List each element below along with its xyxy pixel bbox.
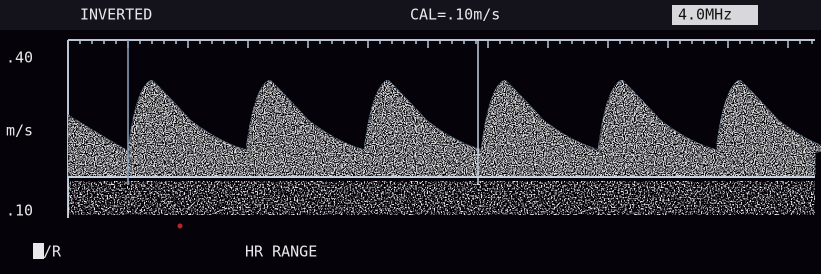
scale-unit: m/s [6,122,33,140]
frequency-label: 4.0MHz [678,6,732,24]
calibration-label: CAL=.10m/s [410,6,500,24]
noise-band [68,181,815,215]
footer-left: L/R [34,243,62,261]
page: INVERTED CAL=.10m/s 4.0MHz .40 m/s .10 L… [0,0,821,274]
doppler-screen: INVERTED CAL=.10m/s 4.0MHz .40 m/s .10 L… [0,0,821,274]
scale-top: .40 [6,49,33,67]
mode-label: INVERTED [80,6,152,24]
red-dot [178,224,183,229]
footer-center: HR RANGE [245,243,317,261]
scale-bottom: .10 [6,202,33,220]
